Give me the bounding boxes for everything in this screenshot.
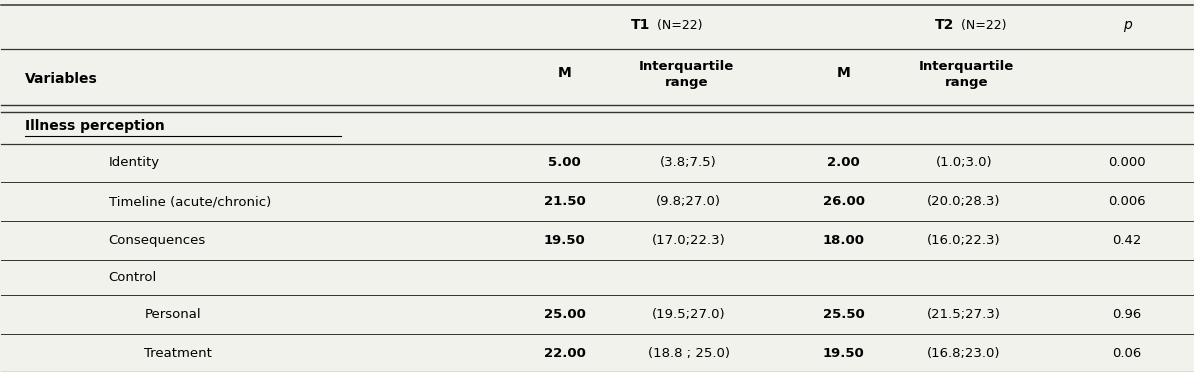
Text: Identity: Identity	[109, 156, 160, 169]
Text: 0.96: 0.96	[1113, 308, 1141, 321]
Text: 19.50: 19.50	[823, 347, 864, 360]
Text: 0.42: 0.42	[1113, 234, 1141, 247]
Text: (N=22): (N=22)	[653, 19, 702, 32]
Text: (N=22): (N=22)	[956, 19, 1007, 32]
Text: (16.8;23.0): (16.8;23.0)	[928, 347, 1001, 360]
Text: (17.0;22.3): (17.0;22.3)	[652, 234, 726, 247]
Text: 5.00: 5.00	[548, 156, 581, 169]
Text: 26.00: 26.00	[823, 195, 864, 208]
Text: Interquartile
range: Interquartile range	[918, 60, 1014, 89]
Text: M: M	[837, 66, 850, 80]
Text: 0.06: 0.06	[1113, 347, 1141, 360]
Text: Personal: Personal	[144, 308, 201, 321]
Text: Illness perception: Illness perception	[25, 119, 165, 133]
Text: (1.0;3.0): (1.0;3.0)	[936, 156, 992, 169]
Text: 18.00: 18.00	[823, 234, 864, 247]
Text: (20.0;28.3): (20.0;28.3)	[928, 195, 1001, 208]
Text: 21.50: 21.50	[544, 195, 586, 208]
Text: 0.000: 0.000	[1108, 156, 1146, 169]
Text: M: M	[558, 66, 572, 80]
Text: Interquartile
range: Interquartile range	[639, 60, 734, 89]
Text: 25.50: 25.50	[823, 308, 864, 321]
Text: Treatment: Treatment	[144, 347, 213, 360]
Text: (18.8 ; 25.0): (18.8 ; 25.0)	[647, 347, 730, 360]
Text: 25.00: 25.00	[544, 308, 586, 321]
Text: Timeline (acute/chronic): Timeline (acute/chronic)	[109, 195, 271, 208]
Text: (9.8;27.0): (9.8;27.0)	[657, 195, 721, 208]
Text: Control: Control	[109, 271, 156, 284]
Text: 0.006: 0.006	[1108, 195, 1146, 208]
Text: (21.5;27.3): (21.5;27.3)	[927, 308, 1001, 321]
Text: (19.5;27.0): (19.5;27.0)	[652, 308, 726, 321]
Text: (3.8;7.5): (3.8;7.5)	[660, 156, 718, 169]
Text: T1: T1	[632, 18, 651, 32]
Text: p: p	[1122, 18, 1132, 32]
Text: Consequences: Consequences	[109, 234, 205, 247]
Text: 22.00: 22.00	[544, 347, 586, 360]
Text: 19.50: 19.50	[544, 234, 586, 247]
Text: T2: T2	[935, 18, 954, 32]
Text: Variables: Variables	[25, 72, 98, 86]
Text: 2.00: 2.00	[827, 156, 860, 169]
Text: (16.0;22.3): (16.0;22.3)	[927, 234, 1001, 247]
